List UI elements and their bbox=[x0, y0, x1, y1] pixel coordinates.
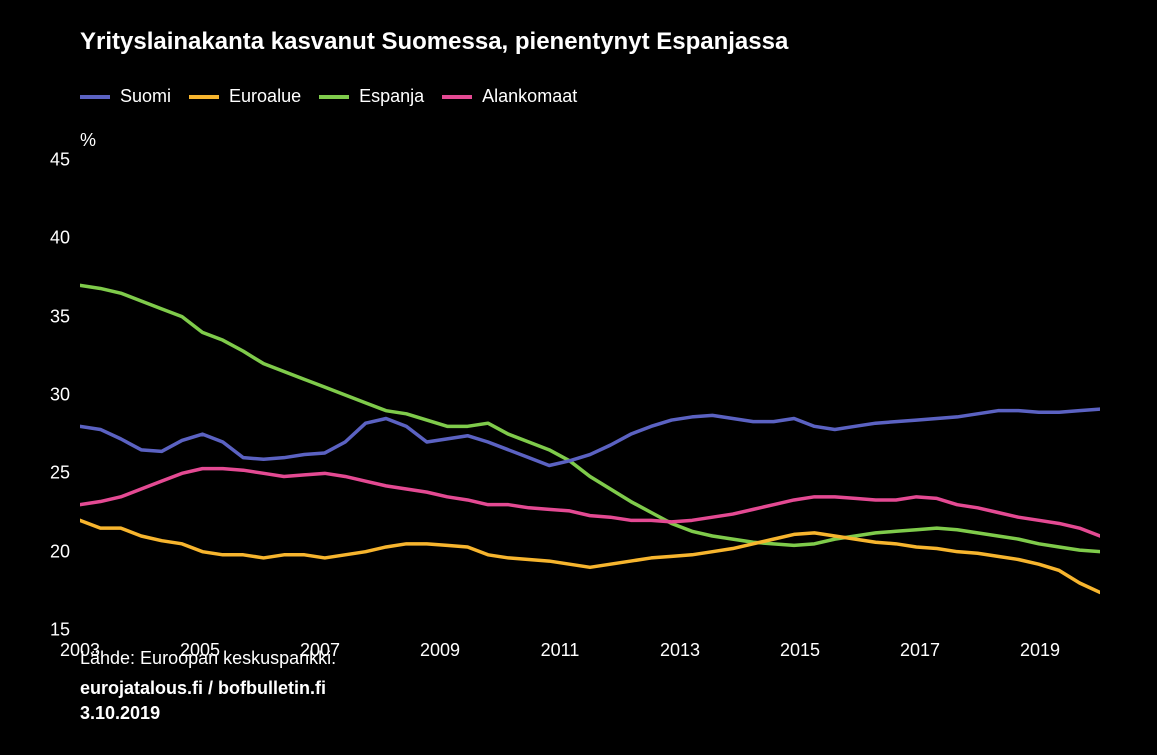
x-tick: 2019 bbox=[1020, 640, 1060, 661]
x-tick: 2009 bbox=[420, 640, 460, 661]
legend-label-euroalue: Euroalue bbox=[229, 86, 301, 107]
chart-title: Yrityslainakanta kasvanut Suomessa, pien… bbox=[80, 28, 788, 56]
legend-item-suomi: Suomi bbox=[80, 86, 171, 107]
legend-item-euroalue: Euroalue bbox=[189, 86, 301, 107]
series-line-alankomaat bbox=[80, 469, 1100, 536]
legend-swatch-espanja bbox=[319, 95, 349, 99]
y-tick: 35 bbox=[40, 306, 70, 327]
legend-item-espanja: Espanja bbox=[319, 86, 424, 107]
y-tick: 40 bbox=[40, 228, 70, 249]
y-tick: 45 bbox=[40, 150, 70, 171]
plot-svg bbox=[80, 160, 1100, 630]
attribution-line-2: 3.10.2019 bbox=[80, 701, 326, 725]
legend-label-suomi: Suomi bbox=[120, 86, 171, 107]
legend-swatch-alankomaat bbox=[442, 95, 472, 99]
plot-area bbox=[80, 160, 1100, 630]
y-tick: 15 bbox=[40, 620, 70, 641]
attribution-line-1: eurojatalous.fi / bofbulletin.fi bbox=[80, 676, 326, 700]
y-tick: 30 bbox=[40, 385, 70, 406]
y-tick: 20 bbox=[40, 541, 70, 562]
y-tick: 25 bbox=[40, 463, 70, 484]
series-line-euroalue bbox=[80, 520, 1100, 592]
legend-swatch-euroalue bbox=[189, 95, 219, 99]
x-tick: 2011 bbox=[541, 640, 580, 661]
x-tick: 2015 bbox=[780, 640, 820, 661]
series-line-suomi bbox=[80, 409, 1100, 465]
y-axis-label: % bbox=[80, 130, 96, 151]
legend-item-alankomaat: Alankomaat bbox=[442, 86, 577, 107]
legend-swatch-suomi bbox=[80, 95, 110, 99]
legend-label-alankomaat: Alankomaat bbox=[482, 86, 577, 107]
attribution: eurojatalous.fi / bofbulletin.fi 3.10.20… bbox=[80, 676, 326, 725]
source-text: Lähde: Euroopan keskuspankki. bbox=[80, 648, 336, 669]
legend-label-espanja: Espanja bbox=[359, 86, 424, 107]
x-tick: 2013 bbox=[660, 640, 700, 661]
chart-container: Yrityslainakanta kasvanut Suomessa, pien… bbox=[0, 0, 1157, 755]
x-tick: 2017 bbox=[900, 640, 940, 661]
legend: Suomi Euroalue Espanja Alankomaat bbox=[80, 86, 577, 107]
